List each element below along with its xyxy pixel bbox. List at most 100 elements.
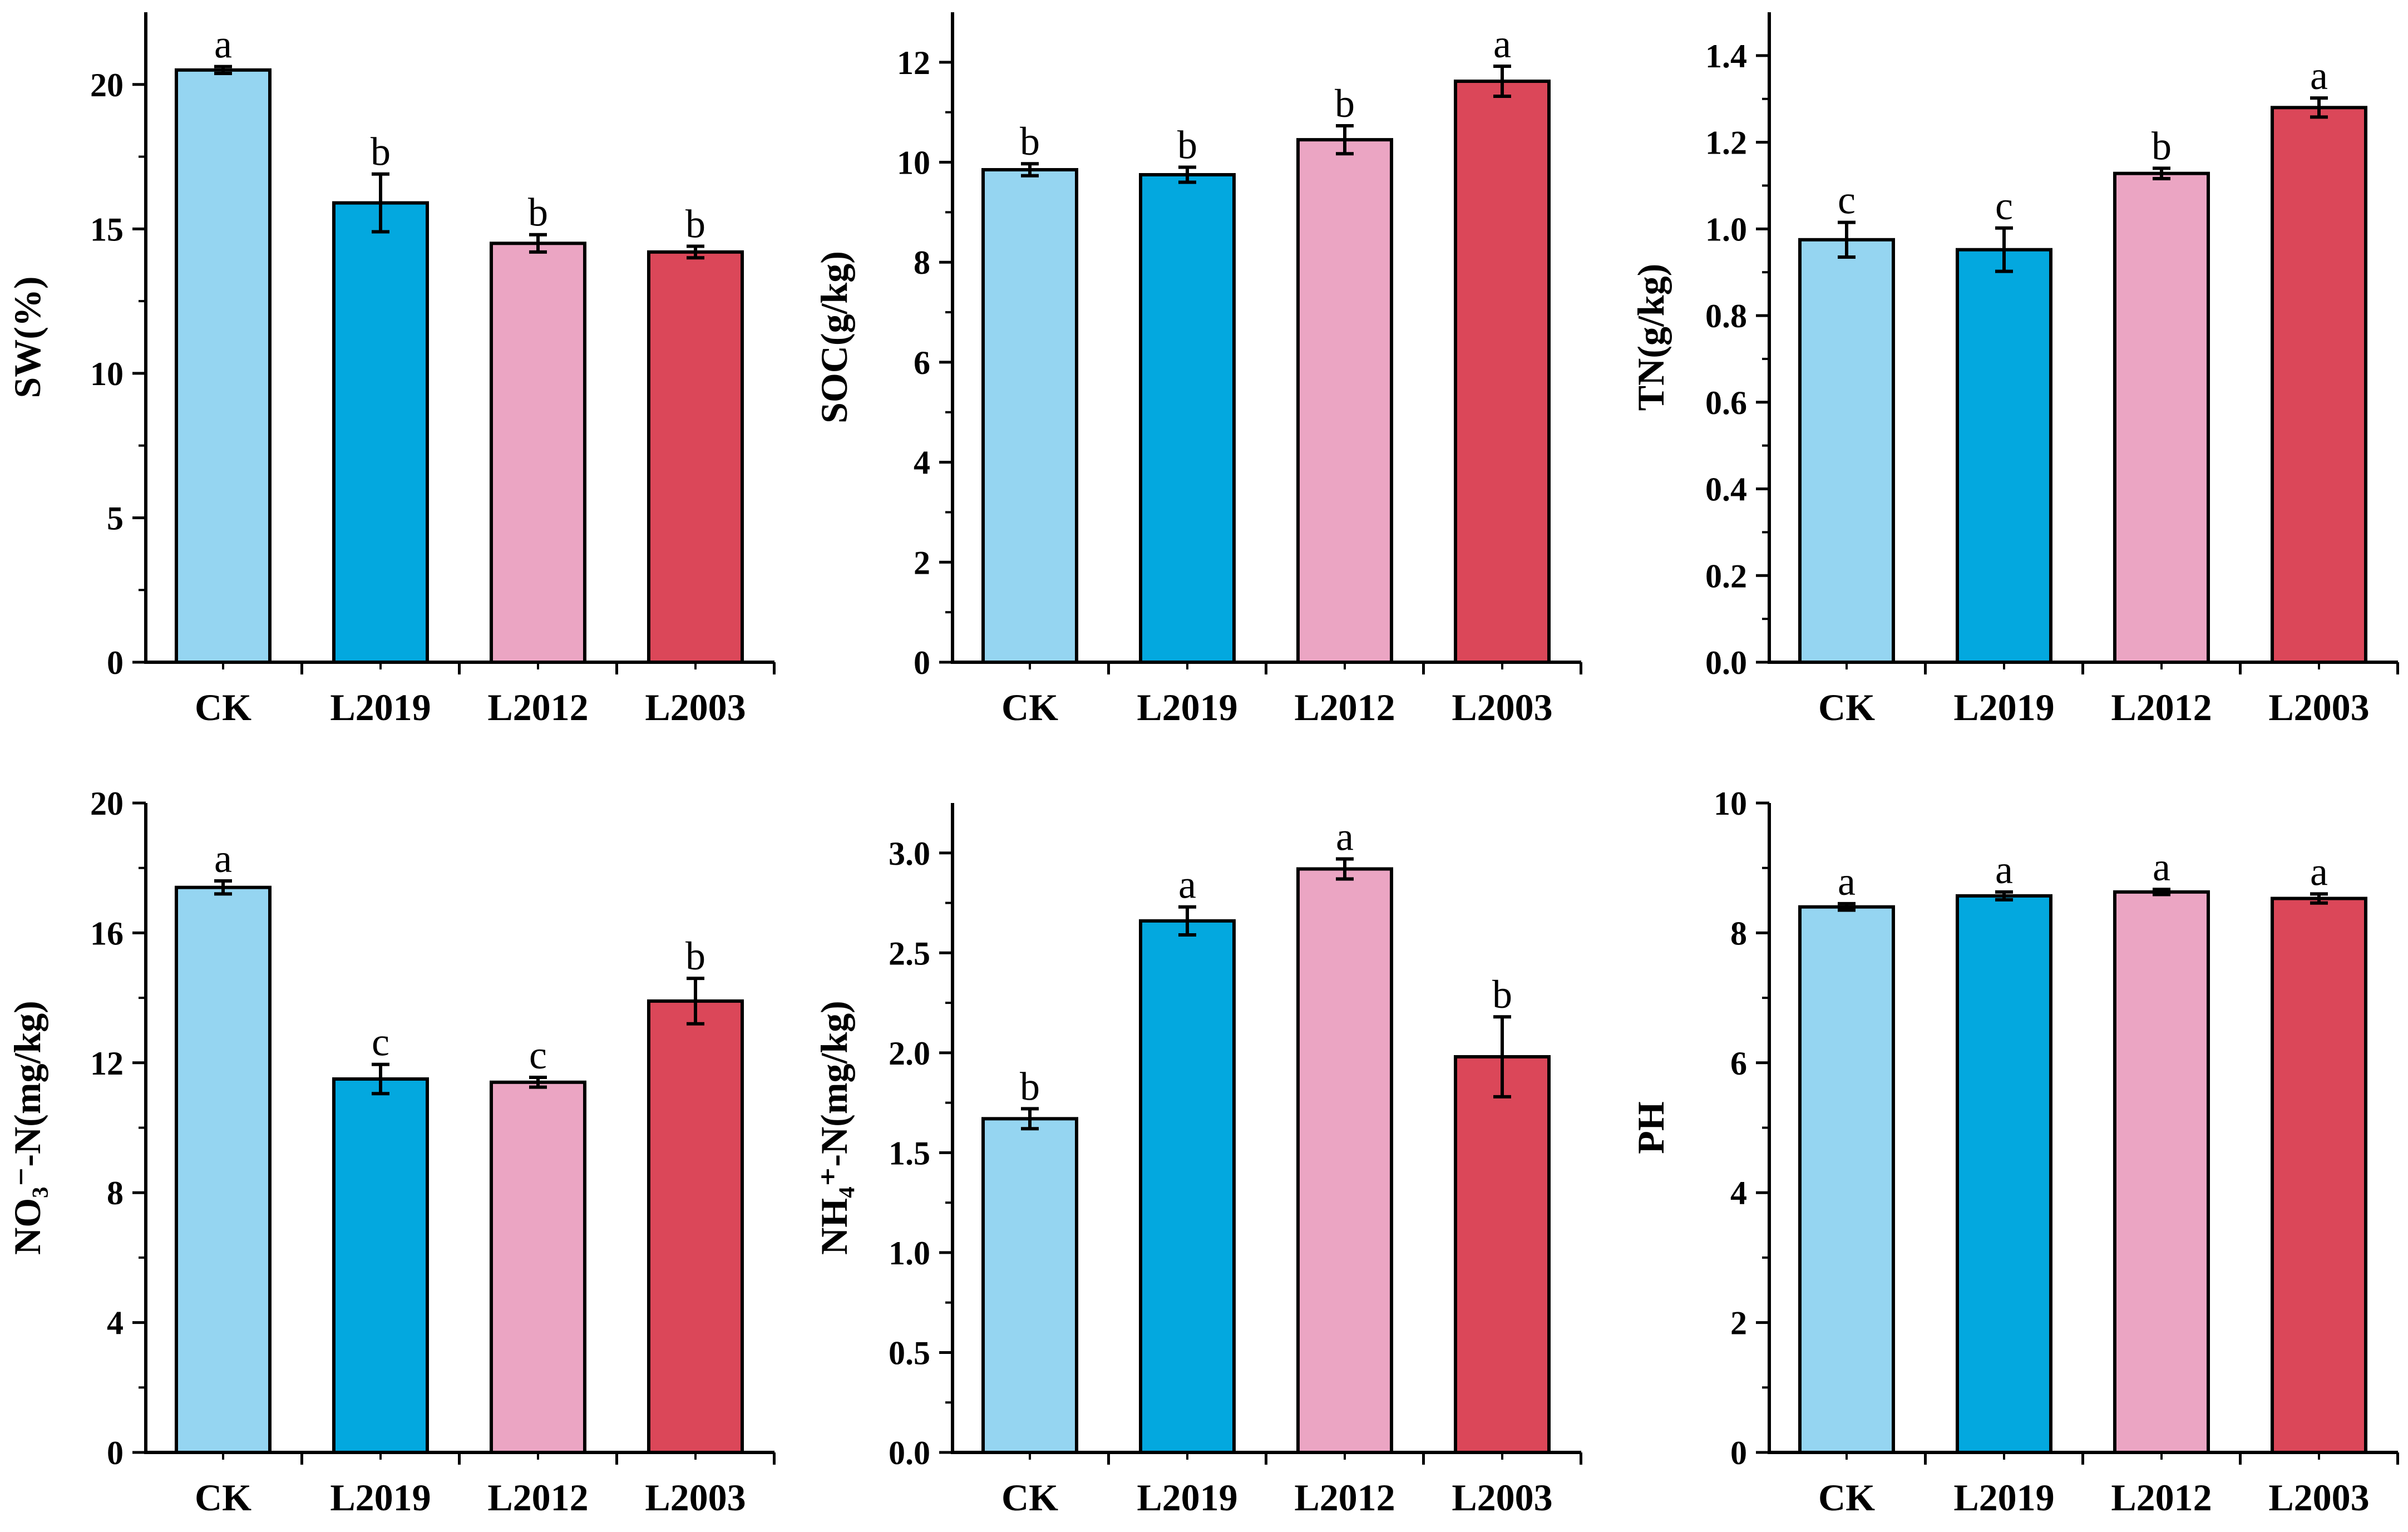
category-label-l2012: L2012 [2111,686,2212,728]
y-tick-label: 10 [897,145,930,181]
y-tick-label: 0.8 [1705,298,1747,334]
panel-tn: c CK c L2019 b L2012 a L2003 0.0 0.2 0.4 0.6 0.8 1.0 1… [1630,12,2399,728]
y-tick-label: 0.6 [1705,385,1747,421]
bar-l2003 [1454,79,1551,664]
y-tick-label: 2.0 [889,1035,930,1072]
y-axis-label: PH [1630,1101,1672,1154]
category-label-l2003: L2003 [645,1476,746,1519]
category-label-ck: CK [1818,1476,1875,1519]
category-label-l2019: L2019 [1953,686,2054,728]
panel-ph: a CK a L2019 a L2012 a L2003 0 2 4 6 8 10 PH [1630,785,2399,1519]
bar-l2012 [2113,890,2210,1454]
y-tick-label: 0 [107,644,124,681]
significance-letter: b [528,190,548,235]
y-tick-label: 4 [1730,1175,1747,1211]
y-tick-label: 3.0 [889,835,930,872]
significance-letter: c [372,1020,389,1065]
y-tick-label: 0.2 [1705,558,1747,594]
y-tick-label: 8 [1730,915,1747,952]
category-label-l2012: L2012 [1294,1476,1395,1519]
significance-letter: b [1020,119,1040,164]
category-label-ck: CK [1818,686,1875,728]
significance-letter: b [1492,972,1512,1017]
panel-soc: b CK b L2019 b L2012 a L2003 0 2 4 6 8 10 12 SOC(g/kg) [813,12,1582,728]
y-tick-label: 1.4 [1705,38,1747,75]
y-tick-label: 12 [897,45,930,81]
bar-ck [981,168,1078,664]
bar-l2019 [332,201,429,664]
y-tick-label: 4 [914,445,930,481]
significance-letter: b [2152,124,2172,168]
y-tick-label: 2 [914,544,930,581]
significance-letter: b [685,934,705,978]
category-label-l2003: L2003 [1452,1476,1552,1519]
bar-ck [175,885,272,1454]
bar-l2012 [490,242,586,664]
significance-letter: b [1177,123,1197,168]
y-tick-label: 0 [1730,1435,1747,1471]
significance-letter: a [1838,859,1856,904]
y-tick-label: 15 [90,211,124,248]
y-tick-label: 20 [90,67,124,104]
bar-l2003 [2271,106,2367,664]
bar-l2003 [647,999,744,1455]
y-tick-label: 10 [90,356,124,392]
significance-letter: b [1020,1064,1040,1109]
y-tick-label: 0 [107,1435,124,1471]
bar-l2003 [1454,1055,1551,1454]
y-tick-label: 12 [90,1045,124,1082]
significance-letter: a [214,836,232,881]
significance-letter: c [1838,178,1856,223]
y-tick-label: 2 [1730,1305,1747,1342]
category-label-l2012: L2012 [1294,686,1395,728]
y-tick-label: 0.0 [889,1435,930,1471]
y-tick-label: 5 [107,500,124,536]
bar-l2019 [332,1077,429,1454]
y-axis-label: SW(%) [6,276,48,398]
bar-l2019 [1139,919,1236,1454]
bar-ck [981,1117,1078,1454]
category-label-l2003: L2003 [2268,1476,2369,1519]
panel-nh4: b CK a L2019 a L2012 b L2003 0.0 0.5 1.0 1.5 2.0 2.5 3… [813,803,1582,1519]
significance-letter: b [685,201,705,246]
category-label-l2003: L2003 [645,686,746,728]
y-tick-label: 6 [1730,1045,1747,1082]
y-axis-label: NH₄⁺-N(mg/kg) [813,1001,855,1255]
bar-l2012 [2113,171,2210,664]
y-tick-label: 1.0 [889,1235,930,1272]
significance-letter: a [1336,815,1354,859]
y-axis-label: SOC(g/kg) [813,251,855,423]
y-tick-label: 0.4 [1705,471,1747,508]
y-tick-label: 8 [914,244,930,281]
category-label-l2012: L2012 [2111,1476,2212,1519]
significance-letter: a [2310,849,2328,894]
bar-l2003 [647,250,744,664]
significance-letter: a [2153,845,2170,889]
significance-letter: b [1335,81,1355,126]
y-tick-label: 1.5 [889,1135,930,1171]
y-tick-label: 0 [914,644,930,681]
bar-ck [1798,238,1895,664]
category-label-l2012: L2012 [487,686,588,728]
panel-no3: a CK c L2019 c L2012 b L2003 0 4 8 12 16 20 NO₃⁻-N(mg/… [6,785,776,1519]
bar-l2019 [1956,894,2052,1454]
y-tick-label: 2.5 [889,935,930,972]
bar-l2003 [2271,896,2367,1454]
y-tick-label: 20 [90,785,124,822]
bar-l2012 [1296,867,1393,1454]
bar-ck [1798,905,1895,1454]
panel-sw: a CK b L2019 b L2012 b L2003 0 5 10 15 20 SW(%) [6,12,776,728]
category-label-l2012: L2012 [487,1476,588,1519]
y-axis-label: NO₃⁻-N(mg/kg) [6,1001,48,1255]
bar-l2019 [1139,173,1236,664]
significance-letter: b [371,130,391,174]
bar-l2012 [490,1080,586,1455]
category-label-l2019: L2019 [1137,686,1237,728]
significance-letter: c [529,1033,547,1077]
y-tick-label: 4 [107,1305,124,1342]
y-tick-label: 1.2 [1705,125,1747,161]
y-tick-label: 0.5 [889,1334,930,1371]
y-tick-label: 0.0 [1705,644,1747,681]
bar-l2019 [1956,248,2052,664]
